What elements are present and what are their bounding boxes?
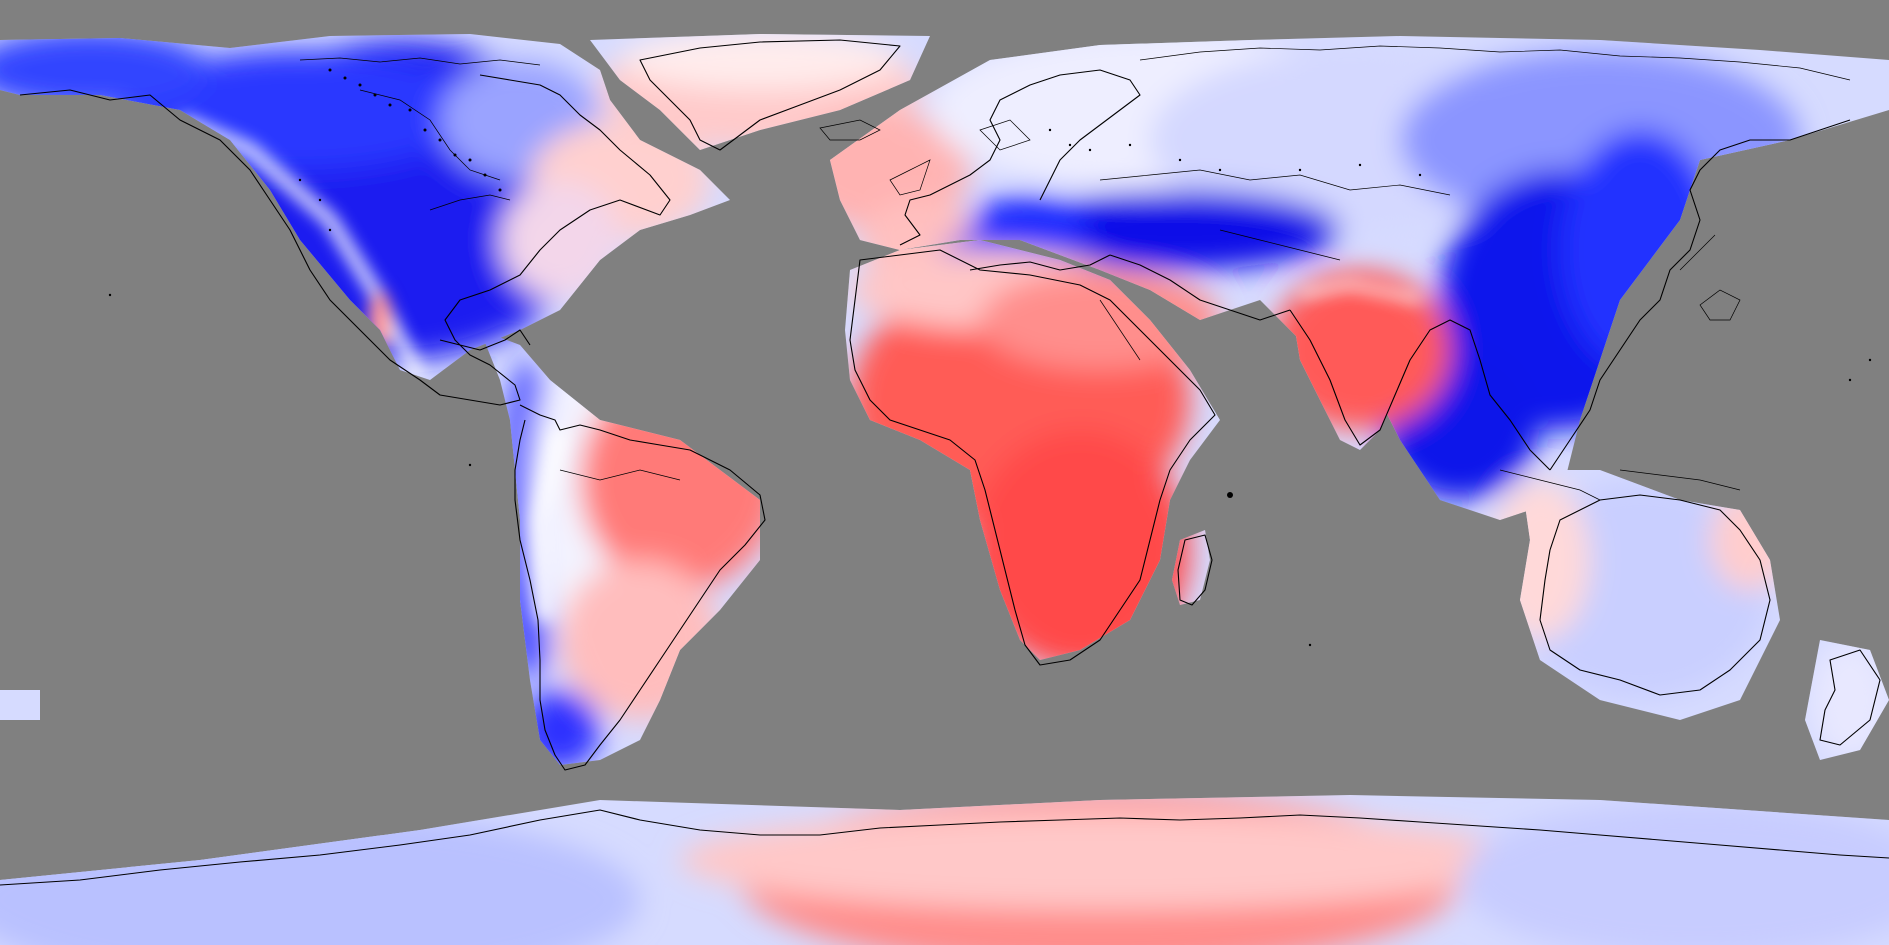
coastlines bbox=[0, 39, 1889, 886]
island-dots bbox=[108, 68, 1872, 647]
